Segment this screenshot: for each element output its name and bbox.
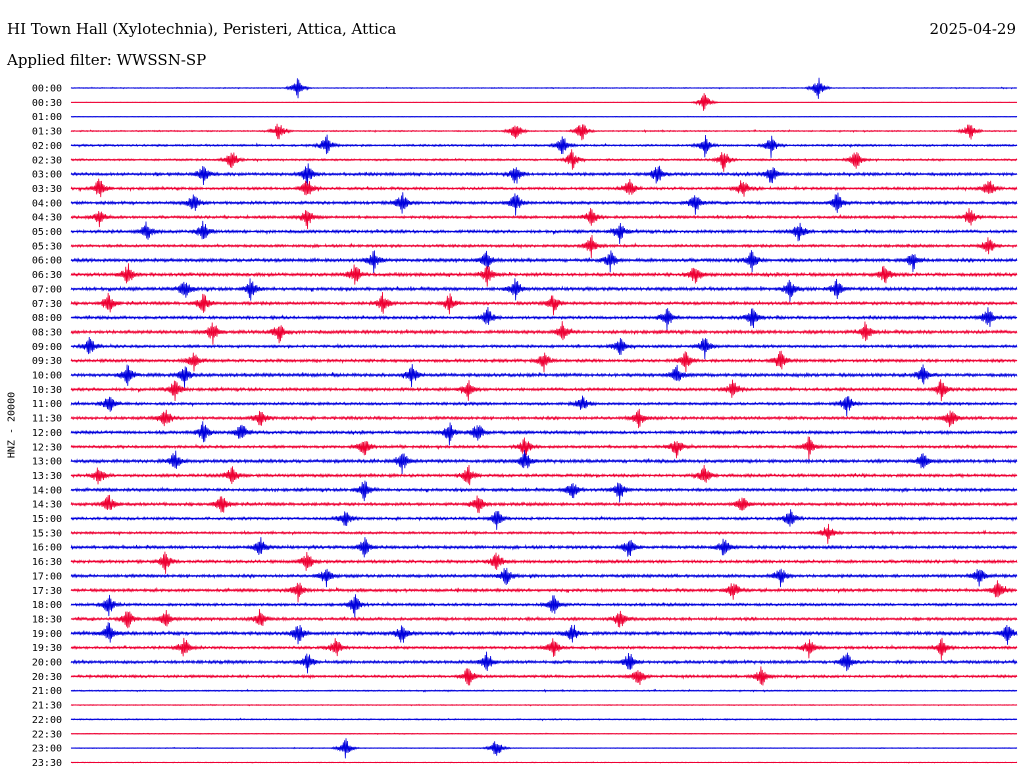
trace-line xyxy=(70,321,1018,345)
time-tick-label: 19:00 xyxy=(32,629,62,640)
trace-line xyxy=(70,149,1018,172)
trace-line xyxy=(70,480,1018,503)
time-tick-label: 05:30 xyxy=(32,241,62,252)
time-tick-label: 08:00 xyxy=(32,313,62,324)
trace-line xyxy=(70,250,1018,273)
time-tick-label: 04:00 xyxy=(32,198,62,209)
time-tick-label: 02:30 xyxy=(32,155,62,166)
station-title: HI Town Hall (Xylotechnia), Peristeri, A… xyxy=(7,20,397,38)
time-tick-label: 14:00 xyxy=(32,485,62,496)
time-tick-label: 18:00 xyxy=(32,600,62,611)
trace-line xyxy=(70,421,1018,446)
time-tick-label: 09:00 xyxy=(32,342,62,353)
trace-line xyxy=(70,379,1018,402)
time-tick-label: 23:30 xyxy=(32,758,62,769)
time-tick-label: 03:00 xyxy=(32,170,62,181)
time-tick-label: 20:30 xyxy=(32,672,62,683)
trace-line xyxy=(70,651,1018,674)
time-tick-label: 22:30 xyxy=(32,729,62,740)
trace-line xyxy=(70,637,1018,661)
time-tick-label: 12:00 xyxy=(32,428,62,439)
time-tick-label: 10:30 xyxy=(32,385,62,396)
time-tick-label: 17:00 xyxy=(32,571,62,582)
time-tick-label: 02:00 xyxy=(32,141,62,152)
time-tick-label: 13:00 xyxy=(32,457,62,468)
trace-line xyxy=(70,123,1018,141)
time-tick-label: 16:30 xyxy=(32,557,62,568)
trace-line xyxy=(70,395,1018,417)
trace-line xyxy=(70,208,1018,230)
time-tick-label: 17:30 xyxy=(32,586,62,597)
time-tick-label: 09:30 xyxy=(32,356,62,367)
trace-line xyxy=(70,134,1018,158)
time-tick-label: 07:30 xyxy=(32,299,62,310)
time-tick-label: 07:00 xyxy=(32,284,62,295)
trace-line xyxy=(70,220,1018,244)
time-tick-label: 21:30 xyxy=(32,701,62,712)
trace-line xyxy=(70,465,1018,486)
trace-line xyxy=(70,450,1018,475)
trace-line xyxy=(70,278,1018,302)
time-tick-label: 06:30 xyxy=(32,270,62,281)
time-tick-label: 23:00 xyxy=(32,744,62,755)
trace-line xyxy=(70,306,1018,331)
time-tick-label: 05:00 xyxy=(32,227,62,238)
date-label: 2025-04-29 xyxy=(929,20,1016,38)
time-tick-label: 18:30 xyxy=(32,614,62,625)
time-tick-label: 04:30 xyxy=(32,213,62,224)
trace-line xyxy=(70,178,1018,198)
time-tick-label: 15:30 xyxy=(32,528,62,539)
trace-line xyxy=(70,567,1018,588)
trace-line xyxy=(70,594,1018,618)
filter-label: Applied filter: WWSSN-SP xyxy=(7,51,207,69)
time-tick-label: 06:00 xyxy=(32,256,62,267)
trace-line xyxy=(70,436,1018,460)
time-tick-label: 00:30 xyxy=(32,98,62,109)
trace-line xyxy=(70,580,1018,603)
trace-line xyxy=(70,509,1018,530)
trace-line xyxy=(70,192,1018,216)
time-tick-label: 11:30 xyxy=(32,414,62,425)
time-tick-label: 20:00 xyxy=(32,658,62,669)
time-tick-label: 01:00 xyxy=(32,112,62,123)
time-tick-label: 00:00 xyxy=(32,84,62,95)
time-tick-label: 14:30 xyxy=(32,500,62,511)
trace-line xyxy=(70,350,1018,373)
trace-line xyxy=(70,235,1018,258)
time-tick-label: 16:00 xyxy=(32,543,62,554)
time-tick-label: 10:00 xyxy=(32,371,62,382)
time-tick-label: 13:30 xyxy=(32,471,62,482)
time-tick-label: 22:00 xyxy=(32,715,62,726)
time-tick-label: 08:30 xyxy=(32,327,62,338)
time-tick-label: 19:30 xyxy=(32,643,62,654)
time-tick-label: 12:30 xyxy=(32,442,62,453)
time-tick-label: 21:00 xyxy=(32,686,62,697)
time-tick-label: 01:30 xyxy=(32,127,62,138)
time-tick-label: 15:00 xyxy=(32,514,62,525)
trace-line xyxy=(70,551,1018,574)
time-tick-label: 11:00 xyxy=(32,399,62,410)
time-tick-label: 03:30 xyxy=(32,184,62,195)
trace-line xyxy=(70,523,1018,544)
